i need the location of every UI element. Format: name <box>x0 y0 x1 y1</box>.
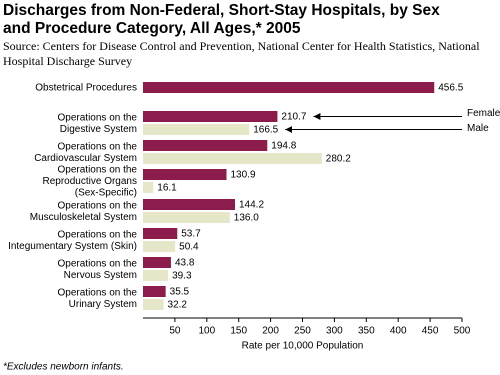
category-label: Operations on the Urinary System <box>58 287 138 310</box>
category-label: Operations on the Reproductive Organs (Sex… <box>43 164 138 198</box>
value-label: 50.4 <box>179 242 199 253</box>
bar <box>143 212 230 223</box>
value-label: 32.2 <box>168 300 188 311</box>
value-label: 130.9 <box>231 170 256 181</box>
category-label: Operations on the Integumentary System (S… <box>8 229 137 252</box>
x-tick-label: 400 <box>390 326 407 337</box>
value-label: 39.3 <box>172 271 192 282</box>
category-label: Operations on the Digestive System <box>58 112 138 135</box>
value-label: 456.5 <box>438 83 463 94</box>
legend-label: Male <box>467 123 489 134</box>
chart-source: Source: Centers for Disease Control and … <box>3 39 480 53</box>
x-axis-label: Rate per 10,000 Population <box>242 341 364 352</box>
category-label: Obstetrical Procedures <box>35 82 137 93</box>
footnote: *Excludes newborn infants. <box>3 362 124 373</box>
category-label: Operations on the Cardiovascular System <box>34 141 137 164</box>
bar <box>143 299 164 310</box>
bar <box>143 124 250 135</box>
bar <box>143 270 169 281</box>
bar <box>143 182 154 193</box>
value-label: 210.7 <box>281 112 306 123</box>
bar <box>143 111 278 122</box>
bar <box>143 140 268 151</box>
chart-source: Hospital Discharge Survey <box>3 54 132 68</box>
bar <box>143 199 235 210</box>
bar <box>143 153 322 164</box>
bar <box>143 286 166 297</box>
x-tick-label: 200 <box>262 326 279 337</box>
bar <box>143 82 435 93</box>
x-tick-label: 150 <box>230 326 247 337</box>
x-tick-label: 100 <box>198 326 215 337</box>
value-label: 136.0 <box>234 213 259 224</box>
category-label: Operations on the Nervous System <box>58 258 138 281</box>
x-tick-label: 250 <box>294 326 311 337</box>
bar <box>143 228 178 239</box>
x-tick-label: 500 <box>454 326 471 337</box>
value-label: 43.8 <box>175 258 195 269</box>
category-label: Operations on the Musculoskeletal System <box>30 200 138 223</box>
bar <box>143 257 171 268</box>
x-tick-label: 50 <box>169 326 181 337</box>
chart-title: Discharges from Non-Federal, Short-Stay … <box>3 2 440 19</box>
legend-label: Female <box>467 108 500 119</box>
value-label: 53.7 <box>181 229 201 240</box>
chart-title: and Procedure Category, All Ages,* 2005 <box>3 20 301 37</box>
value-label: 194.8 <box>271 141 296 152</box>
value-label: 16.1 <box>157 183 177 194</box>
value-label: 35.5 <box>170 287 190 298</box>
value-label: 280.2 <box>326 154 351 165</box>
x-tick-label: 350 <box>358 326 375 337</box>
bar <box>143 241 176 252</box>
x-tick-label: 450 <box>422 326 439 337</box>
bar <box>143 169 227 180</box>
x-tick-label: 300 <box>326 326 343 337</box>
value-label: 166.5 <box>253 125 278 136</box>
value-label: 144.2 <box>239 200 264 211</box>
